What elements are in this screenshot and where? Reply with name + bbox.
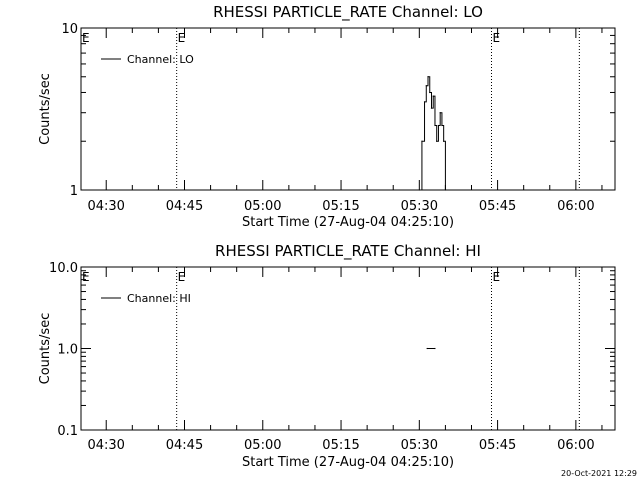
panel-2-legend-label: Channel: HI xyxy=(127,292,191,305)
panel-1-data-point xyxy=(444,189,447,191)
panel-1-data-point xyxy=(441,124,443,127)
panel-2-y-tick-label: 10.0 xyxy=(49,261,78,276)
panel-2-time-marker-label: E xyxy=(493,270,501,284)
panel-1-x-tick-label: 04:30 xyxy=(87,199,124,214)
panel-1-x-tick-label: 05:45 xyxy=(479,199,516,214)
panel-1-data-point xyxy=(437,124,440,127)
panel-1-time-marker-label: E xyxy=(178,31,186,45)
panel-2-x-tick-label: 06:00 xyxy=(557,438,594,453)
panel-1-left-edge-marker: E xyxy=(82,31,90,45)
panel-1-time-marker-label: E xyxy=(493,31,501,45)
panel-1-data-point xyxy=(425,85,427,87)
panel-2-left-edge-marker: E xyxy=(82,270,90,284)
panel-2-y-tick-label: 1.0 xyxy=(57,343,78,358)
panel-1-data-point xyxy=(429,91,431,94)
panel-1-data-point xyxy=(443,140,445,142)
generated-timestamp: 20-Oct-2021 12:29 xyxy=(561,469,637,478)
panel-1-chart-title: RHESSI PARTICLE_RATE Channel: LO xyxy=(213,3,483,22)
panel-1-legend-label: Channel: LO xyxy=(127,53,194,66)
panel-1-y-tick-label: 10 xyxy=(61,22,78,37)
panel-1-x-tick-label: 04:45 xyxy=(166,199,203,214)
panel-2-x-tick-label: 05:15 xyxy=(322,438,359,453)
panel-2-x-tick-label: 05:45 xyxy=(479,438,516,453)
panel-1-data-point xyxy=(430,107,433,109)
panel-1-data-point xyxy=(418,189,420,191)
panel-1-data-point xyxy=(423,101,426,103)
panel-2-data-point xyxy=(426,347,428,350)
panel-1-data-point xyxy=(432,95,434,97)
panel-2-y-tick-label: 0.1 xyxy=(57,424,78,439)
panel-2-x-tick-label: 05:30 xyxy=(401,438,438,453)
panel-1-data-point xyxy=(421,140,423,142)
panel-2-x-axis-label: Start Time (27-Aug-04 04:25:10) xyxy=(242,455,454,470)
panel-2-y-axis-label: Counts/sec xyxy=(38,313,53,385)
panel-2-x-tick-label: 04:45 xyxy=(166,438,203,453)
panel-2-data-point xyxy=(434,347,436,350)
panel-1-data-point xyxy=(436,140,438,142)
panel-1-x-tick-label: 05:15 xyxy=(322,199,359,214)
panel-1-data-point xyxy=(439,112,441,114)
panel-1-y-tick-label: 1 xyxy=(70,184,78,199)
panel-2-time-marker-label: E xyxy=(178,270,186,284)
panel-1-data-point xyxy=(434,124,436,127)
panel-2-x-tick-label: 04:30 xyxy=(87,438,124,453)
panel-1-series-line xyxy=(419,76,446,191)
panel-1-plot-frame xyxy=(80,27,616,191)
panel-2-x-tick-label: 05:00 xyxy=(244,438,281,453)
panel-2-chart-title: RHESSI PARTICLE_RATE Channel: HI xyxy=(215,242,481,261)
panel-1-data-point xyxy=(427,76,429,78)
panel-1-x-tick-label: 05:00 xyxy=(244,199,281,214)
panel-1-x-tick-label: 06:00 xyxy=(557,199,594,214)
panel-1-y-axis-label: Counts/sec xyxy=(38,73,53,145)
panel-1-x-tick-label: 05:30 xyxy=(401,199,438,214)
panel-1-x-axis-label: Start Time (27-Aug-04 04:25:10) xyxy=(242,215,454,230)
